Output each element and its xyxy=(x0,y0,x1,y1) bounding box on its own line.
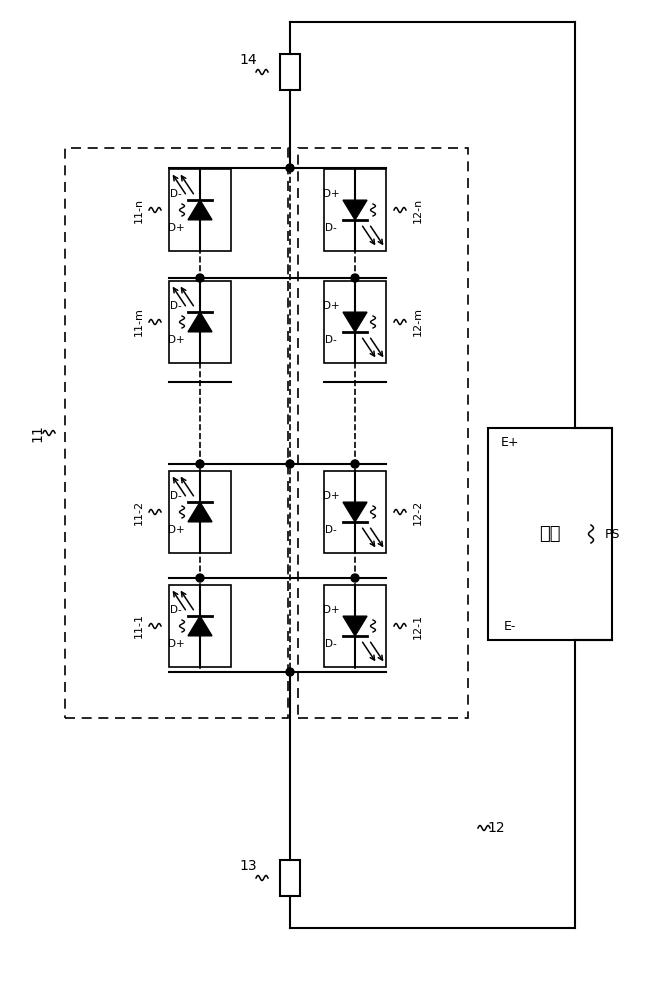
Bar xyxy=(324,281,386,363)
Text: 11-m: 11-m xyxy=(134,308,144,336)
Text: 12-m: 12-m xyxy=(413,308,423,336)
Polygon shape xyxy=(343,616,367,636)
Text: 14: 14 xyxy=(239,53,257,67)
Circle shape xyxy=(286,164,294,172)
Text: D+: D+ xyxy=(323,491,339,501)
Text: D-: D- xyxy=(325,223,337,233)
Text: D-: D- xyxy=(170,605,182,615)
Bar xyxy=(280,860,300,896)
Text: PS: PS xyxy=(605,528,620,540)
Polygon shape xyxy=(188,502,212,522)
Circle shape xyxy=(196,460,204,468)
Text: 12-1: 12-1 xyxy=(413,613,423,639)
Circle shape xyxy=(196,274,204,282)
Text: D-: D- xyxy=(325,335,337,345)
Text: D+: D+ xyxy=(323,605,339,615)
Text: D+: D+ xyxy=(168,335,184,345)
Text: D+: D+ xyxy=(323,301,339,311)
Text: 12: 12 xyxy=(487,821,505,835)
Text: D+: D+ xyxy=(168,639,184,649)
Circle shape xyxy=(286,460,294,468)
Text: D-: D- xyxy=(170,301,182,311)
Circle shape xyxy=(351,274,359,282)
Text: 11-n: 11-n xyxy=(134,197,144,223)
Bar xyxy=(324,169,386,251)
Circle shape xyxy=(351,574,359,582)
Text: 12-n: 12-n xyxy=(413,197,423,223)
Text: E-: E- xyxy=(504,619,516,633)
Polygon shape xyxy=(343,200,367,220)
Text: E+: E+ xyxy=(500,436,519,448)
Text: D+: D+ xyxy=(168,525,184,535)
Bar xyxy=(169,169,231,251)
Circle shape xyxy=(351,460,359,468)
Bar xyxy=(65,148,288,718)
Polygon shape xyxy=(188,616,212,636)
Bar xyxy=(324,471,386,553)
Bar xyxy=(324,585,386,667)
Text: 12-2: 12-2 xyxy=(413,499,423,525)
Polygon shape xyxy=(188,200,212,220)
Polygon shape xyxy=(343,312,367,332)
Text: 13: 13 xyxy=(239,859,257,873)
Bar xyxy=(280,54,300,90)
Bar xyxy=(488,428,612,640)
Polygon shape xyxy=(188,312,212,332)
Text: D+: D+ xyxy=(168,223,184,233)
Text: 11-1: 11-1 xyxy=(134,613,144,639)
Text: 电源: 电源 xyxy=(539,525,561,543)
Circle shape xyxy=(286,668,294,676)
Polygon shape xyxy=(343,502,367,522)
Bar xyxy=(169,471,231,553)
Bar xyxy=(298,148,468,718)
Bar xyxy=(169,585,231,667)
Bar xyxy=(169,281,231,363)
Text: D-: D- xyxy=(170,491,182,501)
Circle shape xyxy=(196,574,204,582)
Text: 11: 11 xyxy=(30,424,44,442)
Text: D-: D- xyxy=(170,189,182,199)
Text: D+: D+ xyxy=(323,189,339,199)
Text: D-: D- xyxy=(325,525,337,535)
Text: 11-2: 11-2 xyxy=(134,499,144,525)
Text: D-: D- xyxy=(325,639,337,649)
